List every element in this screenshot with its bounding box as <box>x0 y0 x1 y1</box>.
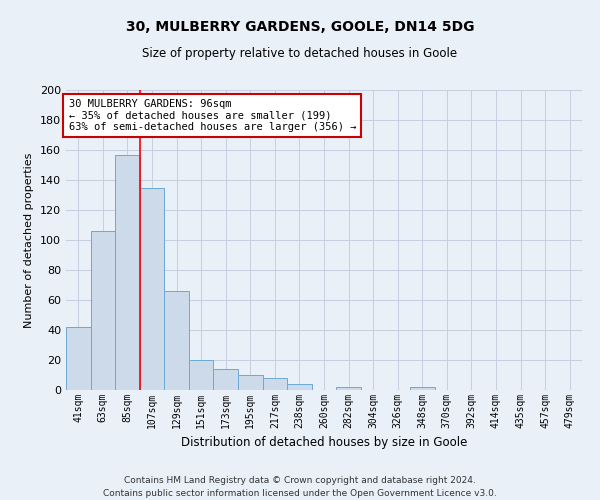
Y-axis label: Number of detached properties: Number of detached properties <box>25 152 34 328</box>
Text: 30 MULBERRY GARDENS: 96sqm
← 35% of detached houses are smaller (199)
63% of sem: 30 MULBERRY GARDENS: 96sqm ← 35% of deta… <box>68 99 356 132</box>
Bar <box>91 231 115 390</box>
Text: 30, MULBERRY GARDENS, GOOLE, DN14 5DG: 30, MULBERRY GARDENS, GOOLE, DN14 5DG <box>126 20 474 34</box>
Bar <box>164 291 189 390</box>
Bar <box>410 387 434 390</box>
Bar <box>66 327 91 390</box>
Bar <box>214 369 238 390</box>
Text: Size of property relative to detached houses in Goole: Size of property relative to detached ho… <box>142 48 458 60</box>
Bar <box>115 154 140 390</box>
Bar <box>263 378 287 390</box>
X-axis label: Distribution of detached houses by size in Goole: Distribution of detached houses by size … <box>181 436 467 450</box>
Bar <box>189 360 214 390</box>
Bar <box>140 188 164 390</box>
Bar <box>336 387 361 390</box>
Bar <box>238 375 263 390</box>
Bar <box>287 384 312 390</box>
Text: Contains HM Land Registry data © Crown copyright and database right 2024.
Contai: Contains HM Land Registry data © Crown c… <box>103 476 497 498</box>
